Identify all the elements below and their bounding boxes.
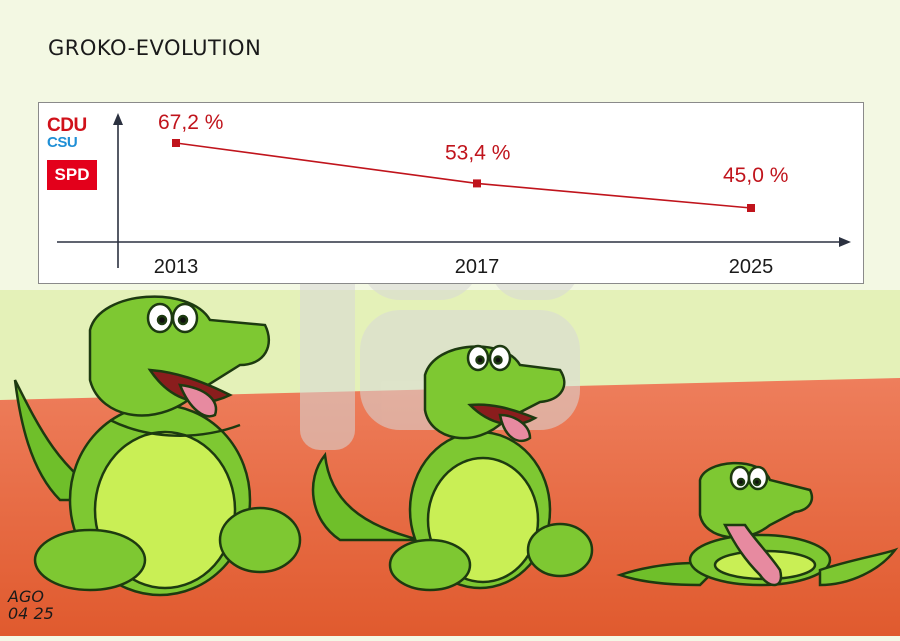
x-tick-label-2025: 2025 xyxy=(729,256,774,278)
crocodile-medium xyxy=(311,344,594,592)
artist-signature: AGO 04 25 xyxy=(8,588,54,622)
spd-logo: SPD xyxy=(47,160,97,190)
data-label-2017: 53,4 % xyxy=(445,141,510,164)
x-tick-label-2017: 2017 xyxy=(455,256,500,278)
chart-panel: CDU CSU SPD 67,2 % 2013 53,4 % 2017 45,0 % 20… xyxy=(38,102,864,284)
crocodile-small xyxy=(616,461,899,587)
x-axis-arrow-icon xyxy=(839,237,851,247)
x-tick-label-2013: 2013 xyxy=(154,256,199,278)
cdu-logo: CDU xyxy=(47,115,87,136)
line-chart: 67,2 % 2013 53,4 % 2017 45,0 % 2025 xyxy=(57,111,851,278)
signature-line-2: 04 25 xyxy=(8,604,54,623)
crocodile-large xyxy=(13,295,302,597)
cartoon-title: GROKO-EVOLUTION xyxy=(48,36,262,60)
data-point-2025 xyxy=(747,204,755,212)
y-axis-arrow-icon xyxy=(113,113,123,125)
data-label-2025: 45,0 % xyxy=(723,164,788,187)
csu-logo: CSU xyxy=(47,134,78,151)
data-label-2013: 67,2 % xyxy=(158,111,223,134)
party-logos: CDU CSU SPD xyxy=(47,115,99,190)
data-point-2013 xyxy=(172,139,180,147)
signature-line-1: AGO xyxy=(8,587,44,606)
data-point-2017 xyxy=(473,179,481,188)
